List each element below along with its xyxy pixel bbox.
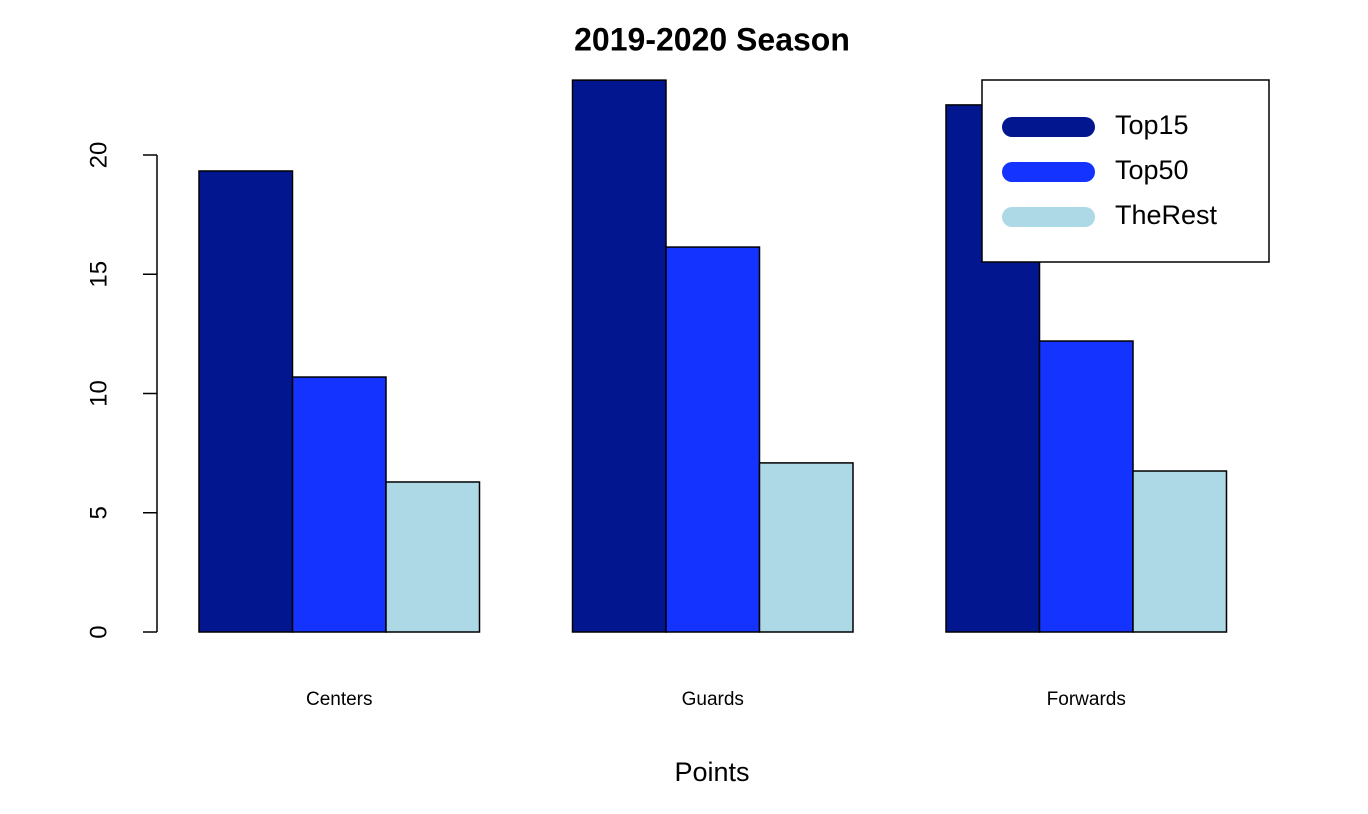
bar [758,462,854,633]
x-tick-label: Guards [682,689,744,710]
bar [291,376,387,633]
chart-title: 2019-2020 Season [574,21,850,57]
y-tick-label: 20 [85,142,112,169]
bar [665,246,761,633]
y-tick-label: 5 [85,506,112,519]
y-tick-label: 0 [85,625,112,638]
legend-label: TheRest [1115,200,1218,230]
bar [571,79,667,633]
x-tick-label: Forwards [1047,689,1126,710]
x-tick-label: Centers [306,689,373,710]
bar [198,170,294,633]
x-axis-label: Points [674,757,749,787]
legend-label: Top50 [1115,155,1189,185]
bar [1038,340,1134,633]
y-tick-label: 15 [85,261,112,288]
legend-label: Top15 [1115,110,1189,140]
y-tick-label: 10 [85,380,112,407]
bar [1132,470,1228,633]
bar [385,481,481,633]
